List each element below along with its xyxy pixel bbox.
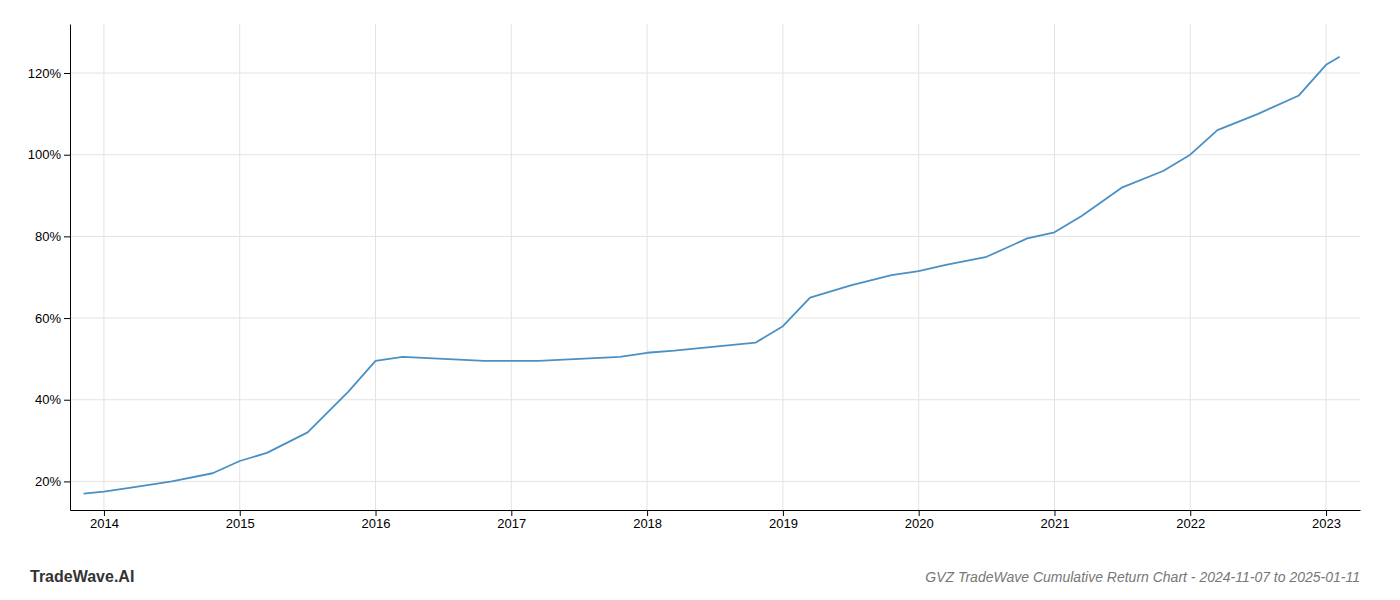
x-tick: 2015 — [226, 510, 255, 531]
y-tick-mark — [64, 318, 70, 319]
x-tick-mark — [376, 510, 377, 516]
y-tick-mark — [64, 236, 70, 237]
y-tick-label: 60% — [35, 311, 61, 326]
x-tick-label: 2019 — [769, 516, 798, 531]
grid-line-x — [647, 24, 648, 510]
grid-line-y — [70, 481, 1360, 482]
y-tick-label: 40% — [35, 392, 61, 407]
y-tick-label: 20% — [35, 474, 61, 489]
grid-line-x — [511, 24, 512, 510]
x-tick-mark — [783, 510, 784, 516]
x-tick-label: 2015 — [226, 516, 255, 531]
grid-line-y — [70, 154, 1360, 155]
x-tick-label: 2018 — [633, 516, 662, 531]
grid-line-x — [782, 24, 783, 510]
y-tick-mark — [64, 481, 70, 482]
x-tick-mark — [511, 510, 512, 516]
x-tick-label: 2023 — [1312, 516, 1341, 531]
y-tick-label: 120% — [28, 66, 62, 81]
x-tick-label: 2016 — [362, 516, 391, 531]
x-tick-label: 2022 — [1176, 516, 1205, 531]
y-tick: 40% — [35, 392, 70, 407]
x-axis-line — [71, 510, 1361, 511]
x-tick-mark — [240, 510, 241, 516]
grid-line-y — [70, 236, 1360, 237]
x-tick-label: 2014 — [90, 516, 119, 531]
grid-line-y — [70, 399, 1360, 400]
x-tick-mark — [104, 510, 105, 516]
grid-line-x — [375, 24, 376, 510]
chart-container: 2014 2015 2016 2017 2018 2019 2020 2021 2022 2023… — [0, 0, 1400, 600]
grid-line-x — [103, 24, 104, 510]
y-tick: 80% — [35, 229, 70, 244]
grid-line-x — [918, 24, 919, 510]
y-tick: 100% — [28, 147, 70, 162]
grid-line-x — [239, 24, 240, 510]
y-axis: 20% 40% 60% 80% 100% 120% — [28, 25, 71, 511]
x-tick: 2022 — [1176, 510, 1205, 531]
y-tick: 60% — [35, 311, 70, 326]
x-tick-mark — [1190, 510, 1191, 516]
y-tick-label: 80% — [35, 229, 61, 244]
y-tick-mark — [64, 400, 70, 401]
x-tick: 2020 — [905, 510, 934, 531]
x-tick-mark — [919, 510, 920, 516]
chart: 2014 2015 2016 2017 2018 2019 2020 2021 2022 2023… — [0, 0, 1400, 600]
x-tick-mark — [1326, 510, 1327, 516]
y-axis-line — [70, 25, 71, 511]
x-tick-label: 2017 — [497, 516, 526, 531]
x-tick: 2014 — [90, 510, 119, 531]
watermark: TradeWave.AI — [30, 568, 134, 585]
x-axis: 2014 2015 2016 2017 2018 2019 2020 2021 2022 2023 — [71, 510, 1361, 531]
x-tick: 2016 — [362, 510, 391, 531]
x-tick-mark — [647, 510, 648, 516]
grid-line-x — [1190, 24, 1191, 510]
grid — [70, 24, 1360, 510]
grid-line-x — [1054, 24, 1055, 510]
x-tick: 2018 — [633, 510, 662, 531]
plot-area — [84, 57, 1340, 494]
y-tick-mark — [64, 73, 70, 74]
y-tick-mark — [64, 155, 70, 156]
title: GVZ TradeWave Cumulative Return Chart - … — [925, 569, 1360, 585]
x-tick-label: 2020 — [905, 516, 934, 531]
x-tick-label: 2021 — [1041, 516, 1070, 531]
x-tick: 2019 — [769, 510, 798, 531]
x-tick: 2023 — [1312, 510, 1341, 531]
x-tick: 2017 — [497, 510, 526, 531]
y-tick-label: 100% — [28, 147, 62, 162]
x-tick-mark — [1054, 510, 1055, 516]
x-tick: 2021 — [1041, 510, 1070, 531]
grid-line-x — [1326, 24, 1327, 510]
y-tick: 120% — [28, 66, 70, 81]
grid-line-y — [70, 318, 1360, 319]
grid-line-y — [70, 73, 1360, 74]
y-tick: 20% — [35, 474, 70, 489]
line — [84, 57, 1340, 494]
